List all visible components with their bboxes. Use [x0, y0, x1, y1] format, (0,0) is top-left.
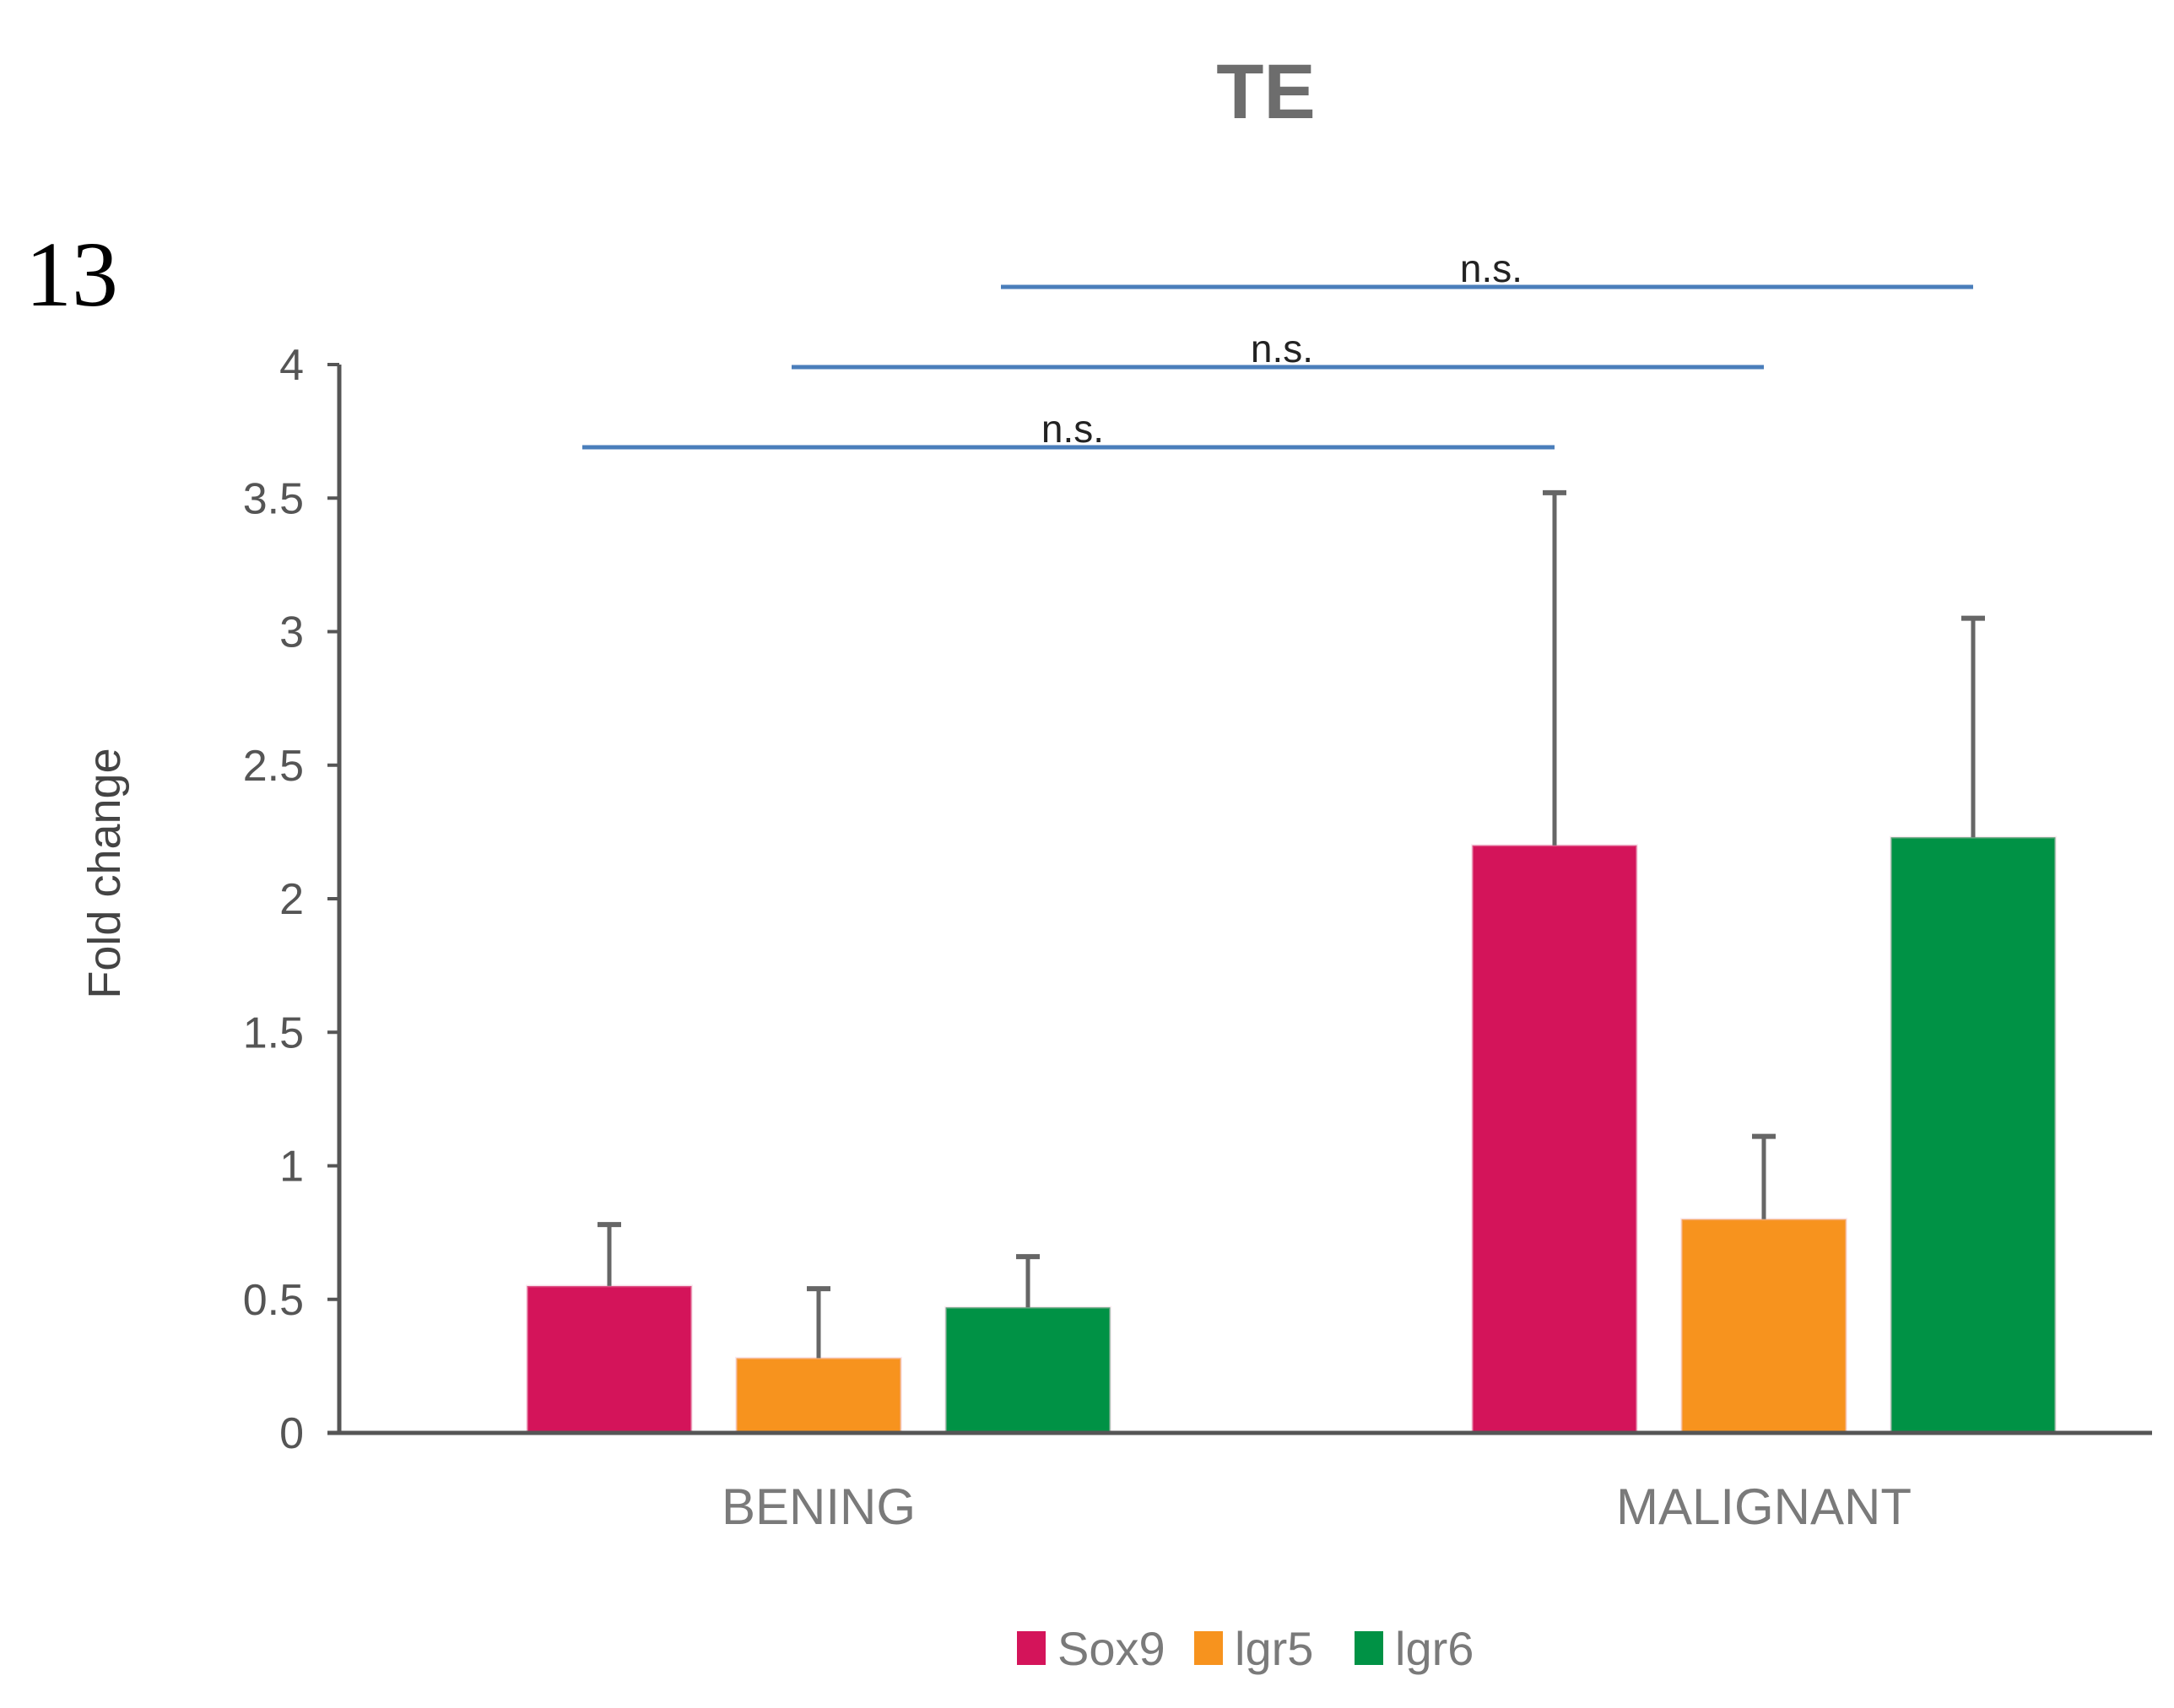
y-tick-label: 0.5 [243, 1276, 304, 1325]
legend-swatch-lgr6 [1355, 1631, 1383, 1665]
significance-label: n.s. [1460, 246, 1522, 290]
legend-label-lgr5: lgr5 [1235, 1622, 1313, 1675]
legend-label-sox9: Sox9 [1057, 1622, 1165, 1675]
y-tick-label: 4 [279, 341, 304, 390]
legend-swatch-sox9 [1017, 1631, 1046, 1665]
y-axis-ticks: 0 0.5 1 1.5 2 2.5 3 3.5 4 [243, 341, 339, 1458]
bar-lgr5-bening [735, 1356, 902, 1435]
y-tick-label: 2.5 [243, 742, 304, 791]
bars [526, 835, 2057, 1435]
category-labels: BENING MALIGNANT [722, 1478, 1912, 1535]
y-axis-label: Fold change [79, 748, 130, 998]
y-tick-label: 3 [279, 608, 304, 657]
y-tick-label: 2 [279, 875, 304, 924]
legend-swatch-lgr5 [1194, 1631, 1223, 1665]
legend-label-lgr6: lgr6 [1395, 1622, 1474, 1675]
significance-label: n.s. [1251, 327, 1313, 370]
error-bars [598, 489, 1985, 1359]
y-tick-label: 0 [279, 1409, 304, 1458]
y-tick-label: 3.5 [243, 474, 304, 523]
y-tick-label: 1 [279, 1143, 304, 1192]
axes [327, 365, 2152, 1435]
bar-lgr6-bening [944, 1305, 1111, 1435]
category-label-malignant: MALIGNANT [1616, 1478, 1912, 1535]
bar-sox9-malignant [1471, 844, 1638, 1435]
legend: Sox9 lgr5 lgr6 [1017, 1622, 1474, 1675]
y-tick-label: 1.5 [243, 1008, 304, 1057]
bar-sox9-bening [526, 1284, 693, 1435]
bar-lgr5-malignant [1680, 1218, 1847, 1435]
panel-label: 13 [25, 223, 118, 326]
bar-lgr6-malignant [1890, 835, 2057, 1435]
category-label-bening: BENING [722, 1478, 916, 1535]
chart-title: TE [1216, 49, 1316, 135]
significance-label: n.s. [1041, 407, 1104, 451]
significance-annotations: n.s. n.s. n.s. [582, 246, 1973, 451]
